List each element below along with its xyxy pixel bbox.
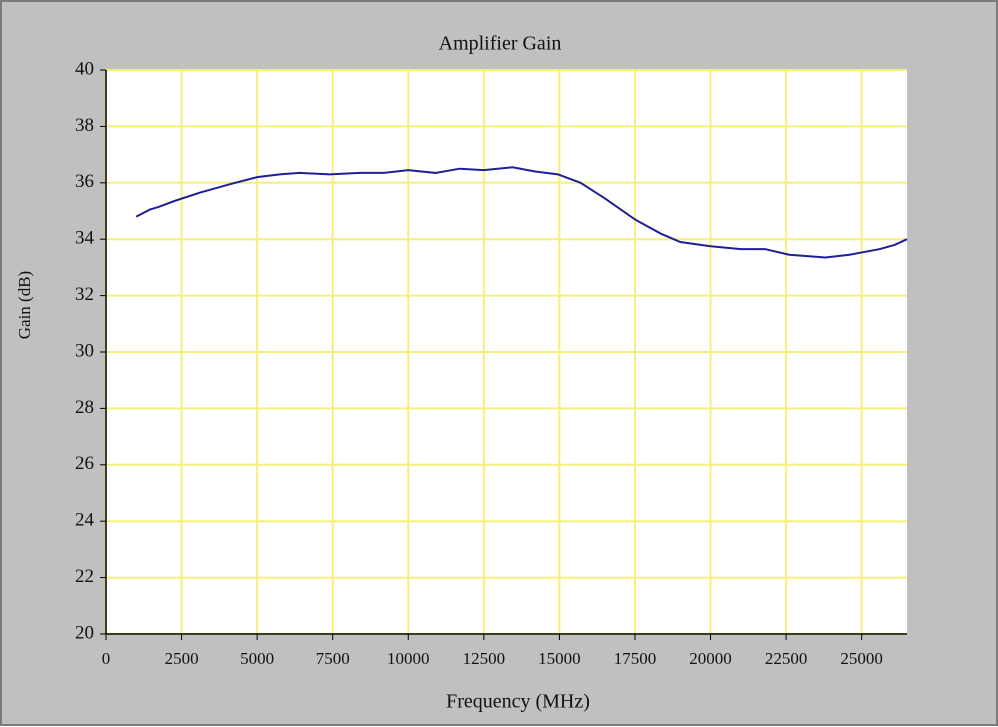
y-tick-label: 26: [75, 453, 94, 474]
grid: [105, 69, 907, 635]
chart-title: Amplifier Gain: [439, 33, 562, 55]
y-tick-label: 30: [75, 340, 94, 361]
x-tick-label: 25000: [840, 649, 883, 668]
y-tick-label: 40: [75, 58, 94, 79]
x-tick-label: 17500: [614, 649, 657, 668]
y-tick-label: 28: [75, 397, 94, 418]
y-axis-label: Gain (dB): [15, 271, 34, 339]
y-tick-label: 32: [75, 284, 94, 305]
x-tick-label: 15000: [538, 649, 581, 668]
x-tick-label: 7500: [316, 649, 350, 668]
y-tick-label: 36: [75, 171, 94, 192]
y-tick-label: 22: [75, 566, 94, 587]
y-tick-label: 20: [75, 622, 94, 643]
y-tick-label: 38: [75, 115, 94, 136]
x-tick-label: 20000: [689, 649, 732, 668]
x-tick-label: 22500: [765, 649, 808, 668]
x-tick-label: 2500: [165, 649, 199, 668]
y-tick-label: 34: [75, 228, 95, 249]
x-tick-label: 12500: [463, 649, 506, 668]
y-tick-label: 24: [75, 510, 95, 531]
x-tick-label: 10000: [387, 649, 430, 668]
data-line: [135, 166, 908, 259]
x-axis-label: Frequency (MHz): [446, 691, 590, 713]
x-tick-label: 0: [102, 649, 111, 668]
x-tick-label: 5000: [240, 649, 274, 668]
